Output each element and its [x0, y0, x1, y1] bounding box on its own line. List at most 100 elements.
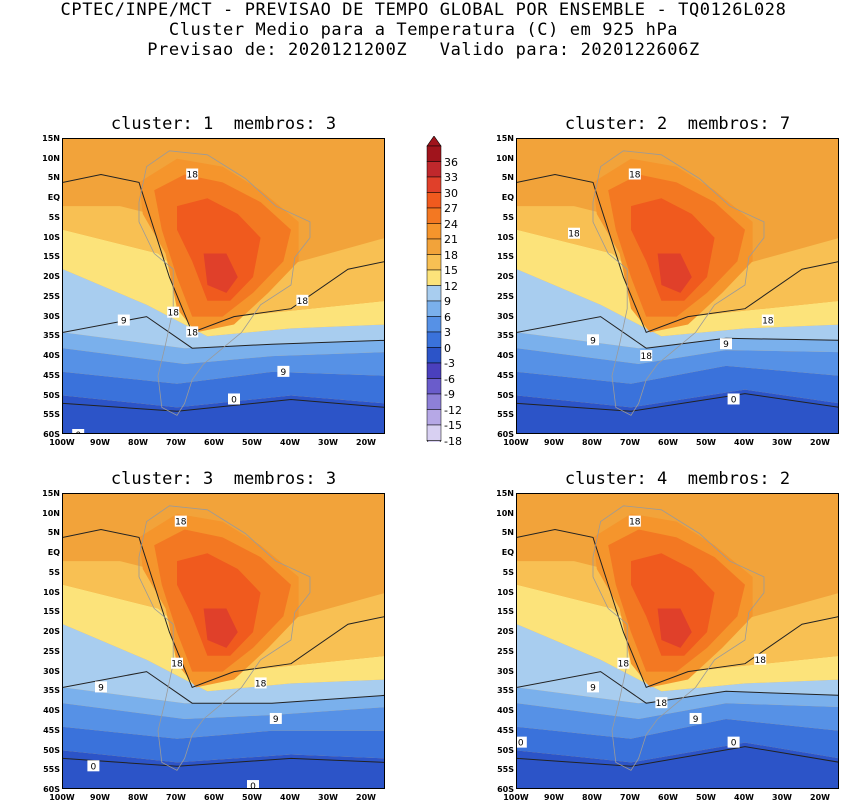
lat-tick: 55S [497, 765, 514, 775]
colorbar-label: 27 [444, 202, 458, 215]
band-minus3 [517, 742, 838, 788]
contour-9 [517, 671, 838, 704]
lat-tick: 30S [43, 311, 60, 321]
lon-tick: 60W [204, 438, 224, 447]
lat-tick: 40S [43, 351, 60, 361]
lat-tick: 10S [497, 232, 514, 242]
panel-title-2: cluster: 2 membros: 7 [564, 114, 791, 134]
lat-tick: 10N [42, 508, 60, 518]
contour-label-text: 0 [75, 431, 81, 434]
contour-label: 18 [640, 350, 653, 362]
lat-tick: 35S [497, 686, 514, 696]
colorbar-label: -6 [444, 372, 455, 386]
lat-tick: 45S [43, 725, 60, 735]
lon-tick: 70W [620, 793, 640, 802]
band-9 [63, 624, 384, 704]
band-6 [517, 687, 838, 719]
contour-0 [63, 398, 384, 412]
colorbar-label: 36 [444, 155, 458, 169]
colorbar-swatch [426, 362, 442, 379]
lat-tick: 25S [497, 646, 514, 656]
lon-tick: 30W [772, 438, 792, 447]
band-minus3 [517, 389, 838, 433]
contour-18 [517, 528, 838, 689]
lat-tick: 50S [497, 745, 514, 755]
band-0 [517, 719, 838, 763]
contour-label-text: 18 [568, 230, 580, 240]
lat-tick: 10S [43, 587, 60, 597]
lat-tick: 60S [43, 785, 60, 794]
contour-label-text: 9 [281, 368, 287, 378]
lon-tick: 50W [242, 793, 262, 802]
land-30 [657, 253, 692, 293]
contour-label: 9 [689, 712, 702, 725]
colorbar-label: -18 [444, 434, 462, 448]
lon-tick: 20W [810, 438, 830, 447]
contour-9 [517, 316, 838, 349]
colorbar-swatch [426, 176, 442, 193]
colorbar-swatch [426, 300, 442, 317]
contour-label-text: 18 [175, 518, 187, 528]
lon-tick: 60W [658, 438, 678, 447]
lon-tick: 20W [810, 793, 830, 802]
colorbar-label: -3 [444, 357, 455, 370]
lat-tick: 35S [43, 331, 60, 341]
colorbar-swatch [426, 378, 442, 395]
contour-label-text: 18 [629, 171, 641, 181]
colorbar-label: 24 [444, 217, 458, 231]
continent-outline [138, 150, 311, 416]
contour-label: 0 [247, 780, 259, 788]
contour-label: 0 [727, 393, 740, 405]
colorbar-swatch [426, 207, 442, 224]
contour-label: 0 [228, 393, 240, 405]
continent-outline [138, 505, 311, 771]
lon-tick: 60W [658, 793, 678, 802]
contour-label: 18 [617, 657, 630, 670]
band-minus3 [63, 395, 384, 433]
contour-label-text: 18 [297, 297, 309, 307]
band-minus3 [63, 750, 384, 788]
lat-tick: 10N [42, 153, 60, 163]
contour-label-text: 18 [629, 518, 641, 528]
contour-label-text: 9 [693, 715, 699, 725]
land-30 [657, 608, 692, 648]
band-3 [63, 703, 384, 739]
lat-tick: EQ [501, 548, 514, 558]
colorbar-arrow-bottom [426, 440, 442, 442]
contour-label: 9 [587, 681, 599, 693]
lat-tick: 10N [496, 153, 514, 163]
lon-tick: 100W [503, 438, 529, 447]
lat-tick: 5N [501, 528, 514, 538]
lat-tick: 15N [496, 134, 514, 143]
contour-label: 18 [296, 294, 309, 307]
map-panel-3: 18 18 18 9 9 0 0 [62, 493, 385, 789]
lat-tick: 20S [497, 627, 514, 637]
contour-label-text: 18 [656, 699, 668, 709]
colorbar-swatch [426, 192, 442, 209]
contour-label: 18 [171, 657, 183, 670]
band-3 [517, 348, 838, 384]
map-panel-2: 18 18 18 18 9 9 0 [516, 138, 839, 434]
colorbar-label: 33 [444, 171, 458, 184]
lat-tick: 15S [43, 607, 60, 617]
lon-tick: 70W [166, 793, 186, 802]
colorbar-label: 6 [444, 310, 451, 324]
lon-tick: 30W [772, 793, 792, 802]
band-3 [517, 703, 838, 739]
lon-tick: 100W [49, 793, 75, 802]
lon-tick: 40W [734, 438, 754, 447]
colorbar-swatch [426, 409, 442, 426]
contour-label: 18 [761, 314, 774, 327]
lat-tick: 60S [497, 430, 514, 439]
lon-tick: 70W [166, 438, 186, 447]
contour-label-text: 18 [754, 656, 766, 666]
contour-label-text: 18 [186, 328, 198, 338]
colorbar-label: 30 [444, 186, 458, 200]
lat-tick: 25S [497, 291, 514, 301]
contour-label: 9 [117, 314, 130, 327]
lat-tick: 45S [43, 370, 60, 380]
lon-tick: 80W [582, 793, 602, 802]
lat-tick: 55S [43, 410, 60, 420]
lon-tick: 40W [280, 438, 300, 447]
continent-outline [592, 150, 765, 416]
